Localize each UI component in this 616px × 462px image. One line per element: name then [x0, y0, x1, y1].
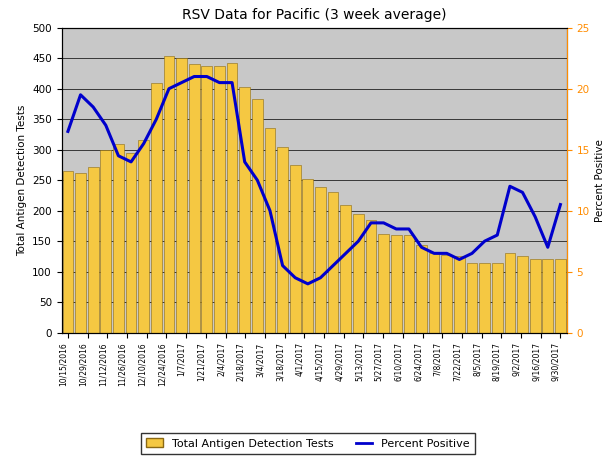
Percent Positive — [405, 226, 413, 232]
Percent Positive — [115, 153, 122, 158]
Bar — [126, 153, 136, 333]
Percent Positive — [481, 238, 488, 244]
Percent Positive — [190, 74, 198, 79]
Percent Positive — [431, 250, 438, 256]
Percent Positive — [241, 159, 248, 164]
Bar — [429, 253, 439, 333]
Bar — [164, 56, 174, 333]
Percent Positive — [468, 250, 476, 256]
Bar — [454, 256, 464, 333]
Bar — [113, 144, 124, 333]
Percent Positive — [532, 214, 539, 219]
Percent Positive — [279, 263, 286, 268]
Bar — [555, 260, 565, 333]
Percent Positive — [165, 86, 172, 91]
Percent Positive — [153, 116, 160, 122]
Percent Positive — [418, 244, 425, 250]
Percent Positive — [456, 257, 463, 262]
Bar — [416, 245, 427, 333]
Bar — [176, 58, 187, 333]
Bar — [391, 235, 402, 333]
Percent Positive — [392, 226, 400, 232]
Line: Percent Positive: Percent Positive — [68, 77, 561, 284]
Percent Positive — [519, 189, 526, 195]
Percent Positive — [506, 183, 514, 189]
Legend: Total Antigen Detection Tests, Percent Positive: Total Antigen Detection Tests, Percent P… — [140, 433, 476, 454]
Bar — [403, 235, 414, 333]
Bar — [277, 146, 288, 333]
Bar — [240, 87, 250, 333]
Title: RSV Data for Pacific (3 week average): RSV Data for Pacific (3 week average) — [182, 8, 447, 22]
Bar — [517, 256, 528, 333]
Bar — [479, 262, 490, 333]
Percent Positive — [216, 80, 223, 85]
Percent Positive — [330, 263, 337, 268]
Percent Positive — [178, 80, 185, 85]
Percent Positive — [102, 122, 110, 128]
Bar — [252, 99, 262, 333]
Percent Positive — [493, 232, 501, 238]
Bar — [341, 205, 351, 333]
Bar — [530, 260, 540, 333]
Percent Positive — [342, 250, 349, 256]
Bar — [151, 83, 161, 333]
Bar — [75, 173, 86, 333]
Bar — [265, 128, 275, 333]
Percent Positive — [367, 220, 375, 225]
Percent Positive — [291, 275, 299, 280]
Bar — [63, 171, 73, 333]
Percent Positive — [355, 238, 362, 244]
Bar — [189, 64, 200, 333]
Bar — [290, 165, 301, 333]
Bar — [227, 63, 237, 333]
Y-axis label: Total Antigen Detection Tests: Total Antigen Detection Tests — [17, 104, 26, 256]
Bar — [366, 220, 376, 333]
Y-axis label: Percent Positive: Percent Positive — [595, 139, 606, 222]
Bar — [100, 150, 111, 333]
Percent Positive — [443, 250, 450, 256]
Bar — [214, 66, 225, 333]
Percent Positive — [380, 220, 387, 225]
Percent Positive — [266, 208, 274, 213]
Percent Positive — [317, 275, 324, 280]
Percent Positive — [254, 177, 261, 183]
Bar — [302, 179, 313, 333]
Bar — [467, 262, 477, 333]
Bar — [378, 234, 389, 333]
Bar — [328, 192, 338, 333]
Percent Positive — [557, 202, 564, 207]
Percent Positive — [203, 74, 211, 79]
Bar — [442, 255, 452, 333]
Percent Positive — [64, 128, 71, 134]
Bar — [492, 262, 503, 333]
Percent Positive — [544, 244, 551, 250]
Bar — [139, 140, 149, 333]
Bar — [353, 214, 363, 333]
Percent Positive — [128, 159, 135, 164]
Bar — [315, 188, 326, 333]
Percent Positive — [77, 92, 84, 97]
Percent Positive — [229, 80, 236, 85]
Bar — [201, 66, 212, 333]
Bar — [88, 167, 99, 333]
Percent Positive — [89, 104, 97, 110]
Percent Positive — [304, 281, 312, 286]
Bar — [543, 260, 553, 333]
Percent Positive — [140, 141, 147, 146]
Bar — [505, 253, 515, 333]
